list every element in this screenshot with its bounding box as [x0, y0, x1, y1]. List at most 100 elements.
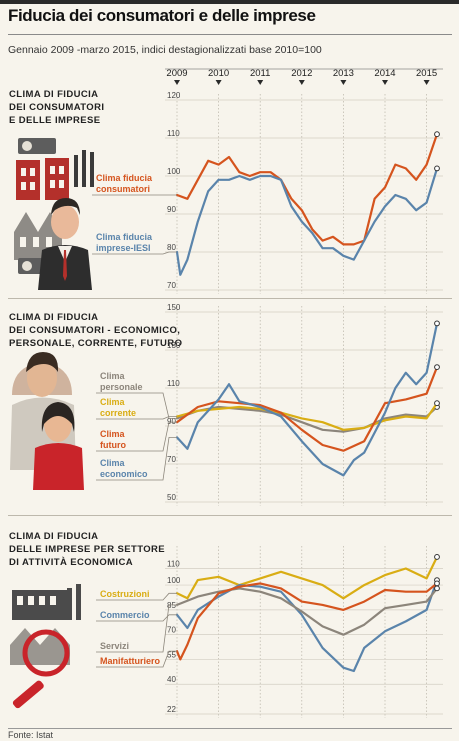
y-tick-label: 150 — [167, 303, 181, 312]
year-tick-label: 2010 — [208, 68, 229, 79]
year-marker — [298, 80, 305, 85]
series-line-2 — [175, 402, 439, 431]
y-tick-label: 110 — [167, 560, 180, 569]
series-label: futuro — [100, 440, 126, 450]
year-axis: 2009 2010 2011 2012 2013 2014 2015 — [165, 68, 443, 85]
series-label: Clima — [100, 397, 126, 407]
series-leader-line — [96, 421, 177, 452]
series-leader-line — [92, 251, 177, 255]
y-tick-label: 50 — [167, 493, 176, 502]
panel-1-title-line: E DELLE IMPRESE — [9, 115, 101, 126]
series-label: Clima fiducia — [96, 232, 153, 242]
y-tick-label: 130 — [167, 341, 181, 350]
series-leader-line — [96, 604, 177, 653]
series-label: imprese-IESI — [96, 243, 151, 253]
y-tick-label: 40 — [167, 675, 176, 684]
y-tick-label: 55 — [167, 650, 176, 659]
series-leader-line — [96, 592, 177, 601]
year-marker — [257, 80, 264, 85]
year-tick-label: 2013 — [333, 68, 354, 79]
series-leader-line — [96, 392, 177, 419]
panel-2-title-line: CLIMA DI FIDUCIA — [9, 312, 99, 323]
year-tick-label: 2009 — [166, 68, 187, 79]
series-label: Clima fiducia — [96, 173, 153, 183]
series-leader-line — [96, 436, 177, 481]
panel-3-title-line: DELLE IMPRESE PER SETTORE — [9, 544, 166, 555]
series-line-1 — [175, 405, 439, 433]
series-line-2 — [175, 167, 439, 276]
panel-3-title: CLIMA DI FIDUCIA DELLE IMPRESE PER SETTO… — [9, 530, 165, 569]
series-label: economico — [100, 469, 148, 479]
year-tick-label: 2011 — [250, 68, 270, 79]
year-marker — [174, 80, 180, 85]
series-end-point — [434, 400, 440, 407]
series-line-2 — [175, 579, 439, 673]
y-tick-label: 100 — [167, 576, 181, 585]
panel-separator — [8, 515, 452, 516]
y-tick-label: 70 — [167, 455, 176, 464]
series-end-point — [434, 585, 440, 592]
series-label: Clima — [100, 429, 126, 439]
year-tick-label: 2012 — [291, 68, 312, 79]
y-tick-label: 110 — [167, 129, 180, 138]
y-tick-label: 80 — [167, 243, 176, 252]
series-end-point — [434, 320, 440, 327]
panel-2-title-line: PERSONALE, CORRENTE, FUTURO — [9, 338, 183, 349]
y-tick-label: 120 — [167, 91, 181, 100]
series-end-point — [434, 165, 440, 172]
series-line-1 — [175, 133, 439, 246]
panel-2-title-line: DEI CONSUMATORI - ECONOMICO, — [9, 325, 181, 336]
series-line-3 — [175, 366, 439, 452]
year-tick-label: 2014 — [374, 68, 395, 79]
series-leader-line — [96, 416, 177, 420]
y-tick-label: 22 — [167, 705, 176, 714]
series-end-point — [434, 131, 440, 138]
people-illustration — [10, 352, 84, 490]
series-line-4 — [175, 582, 439, 661]
y-tick-label: 110 — [167, 379, 180, 388]
series-leader-line — [96, 614, 177, 622]
series-label: Clima — [100, 371, 126, 381]
page-title: Fiducia dei consumatori e delle imprese — [8, 6, 316, 25]
chart-panel-2: 507090110130150ClimapersonaleClimacorren… — [96, 303, 443, 506]
year-marker — [340, 80, 347, 85]
factory-magnifier-illustration — [10, 584, 81, 709]
year-marker — [423, 80, 430, 85]
panel-1-title-line: DEI CONSUMATORI — [9, 102, 105, 113]
series-line-1 — [175, 555, 439, 600]
year-tick-label: 2015 — [416, 68, 437, 79]
year-marker — [382, 80, 388, 85]
series-end-point — [434, 364, 440, 371]
series-line-4 — [175, 322, 439, 477]
y-tick-label: 85 — [167, 601, 176, 610]
series-label: personale — [100, 382, 143, 392]
title-divider — [8, 34, 452, 35]
source-divider — [8, 728, 452, 729]
page-subtitle: Gennaio 2009 -marzo 2015, indici destagi… — [8, 44, 322, 56]
y-tick-label: 100 — [167, 167, 181, 176]
series-label: consumatori — [96, 184, 150, 194]
panel-separator — [8, 298, 452, 299]
year-marker — [215, 80, 222, 85]
panel-1-title: CLIMA DI FIDUCIA DEI CONSUMATORI E DELLE… — [9, 88, 104, 127]
top-bar — [0, 0, 459, 4]
panel-3-title-line: CLIMA DI FIDUCIA — [9, 531, 99, 542]
panel-1-title-line: CLIMA DI FIDUCIA — [9, 89, 99, 100]
series-label: corrente — [100, 408, 136, 418]
series-label: Servizi — [100, 641, 129, 651]
series-label: Commercio — [100, 610, 150, 620]
panel-2-title: CLIMA DI FIDUCIA DEI CONSUMATORI - ECONO… — [9, 311, 182, 350]
source-note: Fonte: Istat — [8, 730, 54, 740]
series-end-point — [434, 580, 440, 587]
series-leader-line — [96, 650, 177, 668]
y-tick-label: 90 — [167, 205, 176, 214]
y-tick-label: 70 — [167, 626, 176, 635]
factory-people-illustration — [14, 138, 94, 290]
chart-panel-3: 22 40 55 70 85 100 110 Costruzioni Commercio Serv… — [96, 546, 443, 718]
y-tick-label: 90 — [167, 417, 176, 426]
series-label: Costruzioni — [100, 589, 150, 599]
y-tick-label: 70 — [167, 281, 176, 290]
